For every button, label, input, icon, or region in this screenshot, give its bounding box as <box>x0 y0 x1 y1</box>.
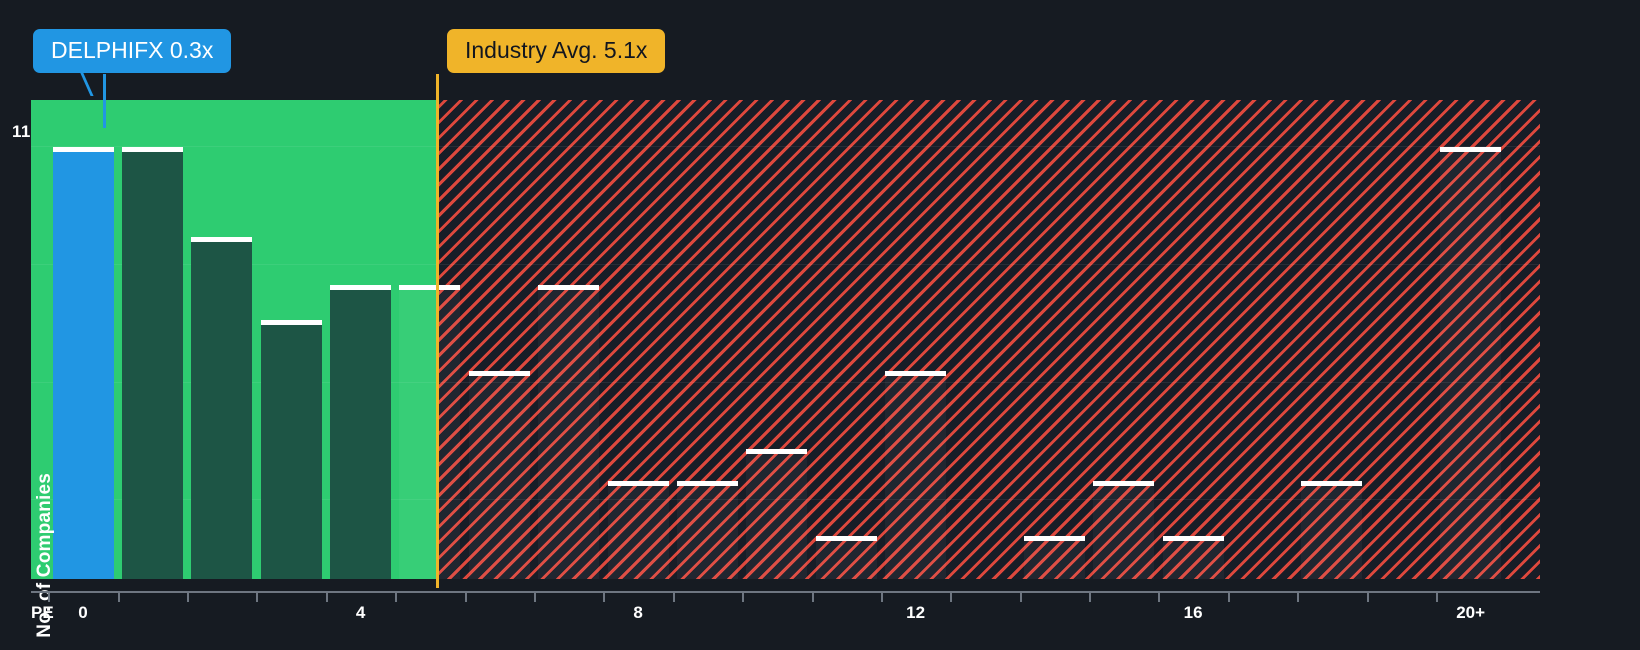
bar-top-cap <box>260 319 322 325</box>
bar-body <box>815 540 877 579</box>
x-tick-label-12: 12 <box>906 603 926 622</box>
x-tick-label-16: 16 <box>1183 603 1203 622</box>
x-tick <box>534 591 536 602</box>
x-tick <box>464 591 467 602</box>
x-tick <box>1019 591 1022 602</box>
plot-area <box>31 100 1540 579</box>
marker-line-industry <box>435 74 439 588</box>
bar-4[interactable] <box>330 284 392 579</box>
bar-6[interactable] <box>468 370 530 579</box>
overvalued-region <box>436 100 1540 579</box>
x-tick-label-8: 8 <box>633 603 643 622</box>
bar-14[interactable] <box>1023 535 1085 579</box>
bar-top-cap <box>746 449 808 455</box>
callout-connector-company <box>79 70 94 96</box>
x-tick <box>395 591 398 602</box>
x-tick <box>672 591 675 602</box>
bar-top-cap <box>1301 480 1363 486</box>
y-axis-value-label: 11 <box>12 122 31 141</box>
bar-top-cap <box>468 370 530 376</box>
bar-body <box>607 485 669 579</box>
bar-body <box>1093 485 1155 579</box>
bar-top-cap <box>538 284 600 290</box>
bar-body <box>52 152 114 579</box>
x-tick <box>1227 591 1230 602</box>
x-tick <box>187 591 190 602</box>
x-tick <box>117 591 120 602</box>
x-tick-label-0: 0 <box>78 603 88 622</box>
bar-9[interactable] <box>676 480 738 579</box>
x-tick <box>1089 591 1092 602</box>
bar-top-cap <box>815 535 877 541</box>
bar-0[interactable] <box>52 147 114 579</box>
bar-body <box>746 454 808 579</box>
x-tick <box>325 591 328 602</box>
bar-top-cap <box>1093 480 1155 486</box>
callout-industry[interactable]: Industry Avg. 5.1x <box>447 29 666 73</box>
bar-top-cap <box>607 480 669 486</box>
bar-top-cap <box>121 147 183 153</box>
x-axis-line <box>31 591 1540 593</box>
x-tick <box>256 591 259 602</box>
bar-18[interactable] <box>1301 480 1363 579</box>
bar-1[interactable] <box>121 147 183 579</box>
bar-body <box>1301 485 1363 579</box>
x-tick-label-20+: 20+ <box>1456 603 1486 622</box>
x-tick <box>811 591 814 602</box>
bar-top-cap <box>399 284 461 290</box>
bar-body <box>121 152 183 579</box>
bar-5[interactable] <box>399 284 461 579</box>
bar-top-cap <box>885 370 947 376</box>
bar-top-cap <box>1023 535 1085 541</box>
x-tick <box>1366 591 1369 602</box>
bar-2[interactable] <box>191 237 253 579</box>
x-tick <box>603 591 606 602</box>
bar-top-cap <box>52 147 114 153</box>
bar-body <box>676 485 738 579</box>
x-tick <box>1435 591 1438 602</box>
bar-series <box>31 100 1540 579</box>
bar-body <box>330 289 392 579</box>
bar-top-cap <box>191 237 253 243</box>
bar-body <box>468 375 530 579</box>
marker-line-company <box>102 74 106 128</box>
bar-body <box>260 324 322 579</box>
callout-company[interactable]: DELPHIFX 0.3x <box>33 29 232 73</box>
bar-body <box>399 289 461 579</box>
bar-top-cap <box>1440 147 1502 153</box>
x-tick <box>1158 591 1161 602</box>
x-tick <box>950 591 953 602</box>
bar-12[interactable] <box>885 370 947 579</box>
bar-body <box>1023 540 1085 579</box>
bar-11[interactable] <box>815 535 877 579</box>
bar-20+[interactable] <box>1440 147 1502 579</box>
bar-top-cap <box>676 480 738 486</box>
x-tick-label-4: 4 <box>355 603 366 622</box>
bar-body <box>191 242 253 579</box>
bar-7[interactable] <box>538 284 600 579</box>
bar-body <box>1440 152 1502 579</box>
x-tick <box>1297 591 1300 602</box>
bar-15[interactable] <box>1093 480 1155 579</box>
bar-3[interactable] <box>260 319 322 579</box>
bar-8[interactable] <box>607 480 669 579</box>
bar-body <box>538 289 600 579</box>
x-tick <box>742 591 745 602</box>
x-tick <box>880 591 883 602</box>
bar-10[interactable] <box>746 449 808 579</box>
x-axis-title: PE <box>31 603 54 622</box>
bar-body <box>885 375 947 579</box>
x-tick <box>48 591 51 602</box>
bar-16[interactable] <box>1162 535 1224 579</box>
bar-body <box>1162 540 1224 579</box>
bar-top-cap <box>1162 535 1224 541</box>
bar-top-cap <box>330 284 392 290</box>
